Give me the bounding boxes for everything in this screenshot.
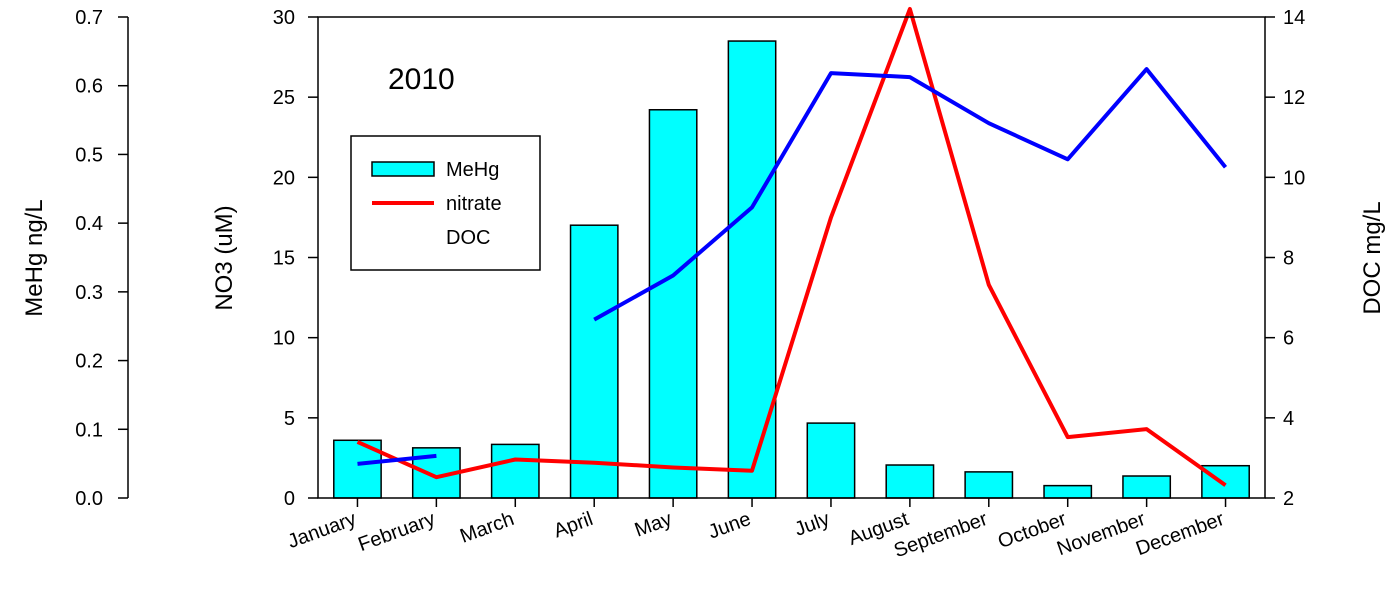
legend-doc-label: DOC bbox=[446, 227, 490, 249]
meHg-bar bbox=[490, 443, 540, 499]
legend-meHg-swatch bbox=[371, 161, 435, 177]
no3-tick-label: 5 bbox=[284, 408, 295, 430]
meHg-tick-label: 0.3 bbox=[75, 282, 103, 304]
meHg-tick-label: 0.5 bbox=[75, 144, 103, 166]
no3-tick-label: 30 bbox=[273, 7, 295, 29]
meHg-bar bbox=[569, 224, 619, 499]
no3-axis-title: NO3 (uM) bbox=[211, 205, 238, 310]
legend-nitrate-label: nitrate bbox=[446, 193, 502, 215]
doc-line bbox=[357, 453, 437, 466]
month-tick-label: November bbox=[1054, 508, 1149, 560]
meHg-bar bbox=[1201, 464, 1250, 499]
month-tick-label: March bbox=[457, 508, 517, 548]
month-tick-label: February bbox=[355, 508, 438, 556]
meHg-tick-label: 0.4 bbox=[75, 213, 103, 235]
no3-axis: 0 5 10 15 20 25 30 bbox=[273, 7, 318, 510]
no3-tick-label: 10 bbox=[273, 328, 295, 350]
doc-tick-label: 14 bbox=[1283, 7, 1305, 29]
month-tick-label: May bbox=[632, 508, 675, 542]
meHg-bar bbox=[1122, 475, 1172, 499]
meHg-bar bbox=[1043, 484, 1093, 499]
meHg-axis: 0.0 0.1 0.2 0.3 0.4 0.5 0.6 0.7 bbox=[75, 7, 129, 510]
no3-tick-label: 25 bbox=[273, 87, 295, 109]
meHg-bar bbox=[885, 464, 935, 499]
series-lines bbox=[356, 7, 1228, 487]
meHg-bar bbox=[964, 471, 1014, 499]
doc-tick-label: 10 bbox=[1283, 167, 1305, 189]
doc-tick-label: 6 bbox=[1283, 328, 1294, 350]
doc-line bbox=[593, 67, 1228, 322]
meHg-tick-label: 0.2 bbox=[75, 351, 103, 373]
no3-tick-label: 15 bbox=[273, 248, 295, 270]
meHg-bar bbox=[806, 422, 856, 499]
meHg-bar bbox=[727, 40, 777, 499]
month-tick-label: January bbox=[285, 508, 359, 553]
meHg-bar bbox=[648, 109, 698, 499]
nitrate-line bbox=[356, 7, 1227, 487]
month-tick-label: April bbox=[551, 508, 596, 542]
legend-meHg-label: MeHg bbox=[446, 159, 499, 181]
no3-tick-label: 0 bbox=[284, 488, 295, 510]
no3-tick-label: 20 bbox=[273, 167, 295, 189]
legend: MeHg nitrate DOC bbox=[350, 135, 541, 271]
doc-tick-label: 12 bbox=[1283, 87, 1305, 109]
year-annotation: 2010 bbox=[388, 63, 455, 96]
meHg-tick-label: 0.6 bbox=[75, 76, 103, 98]
month-tick-label: December bbox=[1133, 508, 1228, 560]
meHg-tick-label: 0.1 bbox=[75, 419, 103, 441]
meHg-axis-title: MeHg ng/L bbox=[21, 199, 48, 316]
doc-tick-label: 4 bbox=[1283, 408, 1294, 430]
doc-axis-title: DOC mg/L bbox=[1359, 201, 1386, 314]
month-tick-label: June bbox=[705, 508, 753, 544]
doc-tick-label: 8 bbox=[1283, 248, 1294, 270]
meHg-tick-label: 0.7 bbox=[75, 7, 103, 29]
meHg-tick-label: 0.0 bbox=[75, 488, 103, 510]
month-tick-label: July bbox=[792, 508, 833, 541]
doc-axis: 2 4 6 8 10 12 14 bbox=[1265, 7, 1305, 510]
doc-tick-label: 2 bbox=[1283, 488, 1294, 510]
